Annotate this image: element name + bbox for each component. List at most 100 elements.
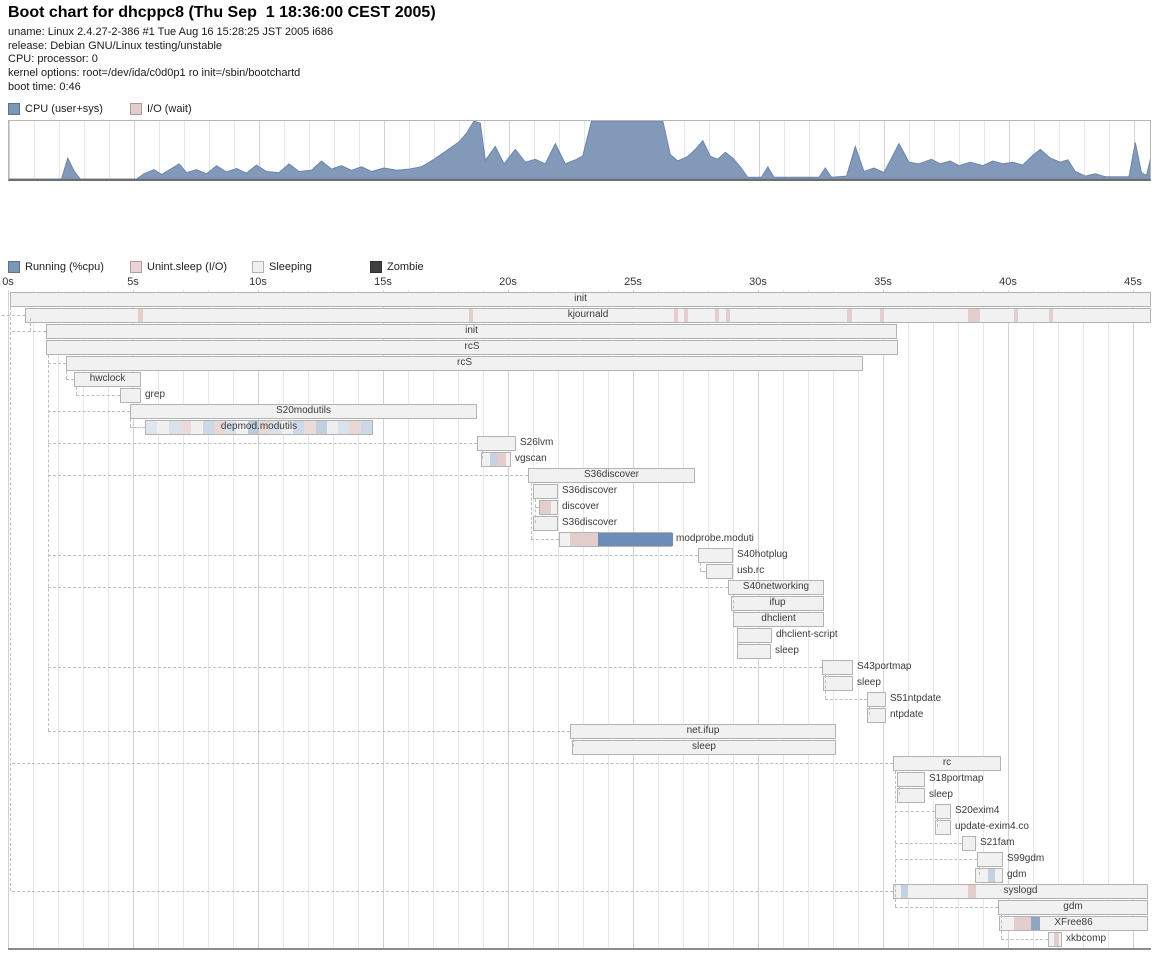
process-bar — [66, 356, 863, 371]
time-tick-label: 45s — [1124, 276, 1142, 288]
process-label: ifup — [769, 597, 786, 608]
time-axis: 0s 5s 10s 15s 20s 25s 30s 35s 40s 45s — [0, 276, 1159, 289]
gridline — [108, 290, 109, 948]
gridline — [483, 290, 484, 948]
process-label: sleep — [692, 741, 716, 752]
proc-legend-swatch-3 — [370, 261, 382, 273]
gridline — [183, 290, 184, 948]
gridline — [283, 290, 284, 948]
process-label: sleep — [929, 789, 953, 800]
gridline — [158, 290, 159, 948]
process-bar — [977, 852, 1003, 867]
bar-stripe-segment — [179, 421, 192, 434]
proc-legend-swatch-0 — [8, 261, 20, 273]
process-label: update-exim4.co — [955, 821, 1029, 832]
bar-stripe-segment — [146, 421, 158, 434]
process-label: S36discover — [562, 517, 618, 528]
gridline — [859, 121, 860, 179]
gridline — [983, 290, 984, 948]
io-wait-tick — [469, 309, 473, 322]
process-bar — [733, 612, 824, 627]
system-info-line: CPU: processor: 0 — [8, 53, 98, 66]
process-label: ntpdate — [890, 709, 924, 720]
tree-connector-vertical — [737, 627, 738, 651]
gridline — [234, 121, 235, 179]
proc-legend-swatch-1 — [130, 261, 142, 273]
process-state-legend: Running (%cpu) Unint.sleep (I/O) Sleeping Z… — [8, 261, 608, 274]
gridline — [858, 290, 859, 948]
gridline — [208, 290, 209, 948]
gridline — [559, 121, 560, 179]
process-label: S36discover — [583, 469, 640, 480]
time-tick-label: 40s — [999, 276, 1017, 288]
gridline — [658, 290, 659, 948]
gridline — [34, 121, 35, 179]
legend-item: Sleeping — [252, 261, 312, 273]
tree-connector-horizontal — [12, 763, 893, 764]
tree-connector-vertical — [895, 771, 896, 907]
legend-item: Zombie — [370, 261, 424, 273]
bar-stripe-segment — [281, 421, 294, 434]
bar-stripe-segment — [270, 421, 283, 434]
process-label: XFree86 — [1054, 917, 1093, 928]
gridline — [359, 121, 360, 179]
gridline — [934, 121, 935, 179]
process-label: S18portmap — [929, 773, 984, 784]
page-title: Boot chart for dhcppc8 (Thu Sep 1 18:36:… — [8, 4, 436, 21]
gridline — [1009, 121, 1010, 179]
gridline — [484, 121, 485, 179]
process-label: gdm — [1007, 869, 1027, 880]
gridline — [708, 290, 709, 948]
process-label: S51ntpdate — [890, 693, 942, 704]
tree-connector-horizontal — [895, 859, 977, 860]
process-bar — [823, 676, 853, 691]
gridline — [458, 290, 459, 948]
gridline — [684, 121, 685, 179]
process-bar — [570, 724, 836, 739]
gridline — [1084, 121, 1085, 179]
gridline — [159, 121, 160, 179]
process-label: init — [574, 293, 587, 304]
io-wait-tick — [715, 309, 719, 322]
gridline — [1034, 121, 1035, 179]
tree-connector-vertical — [10, 307, 11, 891]
gridline — [1083, 290, 1084, 948]
bar-state-segment — [988, 869, 995, 882]
bar-stripe-segment — [247, 421, 260, 434]
system-info-line: boot time: 0:46 — [8, 80, 81, 93]
tree-connector-vertical — [30, 318, 31, 331]
legend-label: Unint.sleep (I/O) — [147, 261, 228, 273]
bar-stripe-segment — [304, 421, 316, 434]
time-tick-label: 25s — [624, 276, 642, 288]
tree-connector-vertical — [937, 819, 938, 827]
process-gantt-chart: init kjournald init rcS rcS hwclock grep S20mod… — [2, 290, 1151, 950]
gridline — [583, 290, 584, 948]
gridline — [409, 121, 410, 179]
tree-connector-horizontal — [12, 891, 893, 892]
process-bar — [998, 900, 1148, 915]
gridline — [259, 121, 260, 179]
process-bar — [897, 788, 925, 803]
process-bar — [559, 532, 673, 547]
tree-connector-vertical — [66, 371, 67, 379]
gridline — [833, 290, 834, 948]
process-bar — [46, 324, 897, 339]
tree-connector-horizontal — [48, 363, 66, 364]
process-label: grep — [145, 389, 166, 400]
tree-connector-horizontal — [48, 475, 528, 476]
gridline — [834, 121, 835, 179]
process-label: S40hotplug — [737, 549, 788, 560]
tree-connector-horizontal — [76, 395, 120, 396]
gridline — [59, 121, 60, 179]
gridline — [933, 290, 934, 948]
tree-connector-vertical — [573, 739, 574, 747]
bar-stripe-segment — [168, 421, 181, 434]
time-tick-label: 0s — [2, 276, 14, 288]
process-label: rcS — [457, 357, 472, 368]
tree-connector-vertical — [482, 451, 483, 459]
process-label: S20exim4 — [955, 805, 1000, 816]
gridline — [309, 121, 310, 179]
io-wait-tick — [684, 309, 688, 322]
process-bar — [1048, 932, 1062, 947]
